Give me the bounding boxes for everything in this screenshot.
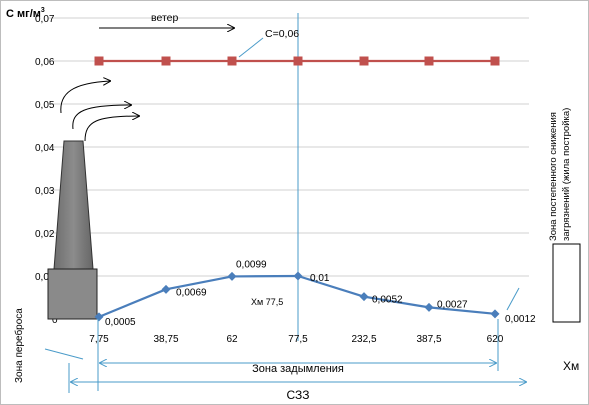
xm-marker-label: Хм 77,5 [251,297,283,307]
data-point-diamond [490,309,500,319]
zone-decrease-label-2: загрязнений (жила постройка) [561,108,572,241]
x-tick-label: 620 [487,334,504,345]
data-point-square [359,56,369,66]
y-tick-label: 0,03 [35,186,55,197]
data-point-diamond [94,312,104,322]
data-point-square [293,56,303,66]
zone-decrease-label-1: Зона постепенного снижения [548,112,559,241]
smokestack-icon [47,140,98,320]
x-tick-label: 62 [226,334,238,345]
y-tick-label: 0,05 [35,100,55,111]
y-tick-label: 0,07 [35,14,55,25]
data-label: 0,0052 [372,295,403,306]
wind-label: ветер [151,12,178,24]
data-label: 0,0069 [176,287,207,298]
data-point-square [424,56,434,66]
y-axis-title: С мг/м3 [6,7,45,20]
series-group: 0,0005 0,0069 0,0099 0,01 0,0052 0,0027 0,0012 [94,56,536,328]
zone-decrease-pointer [506,287,520,311]
data-label: 0,0099 [236,259,267,270]
sanitary-zone-label: СЗЗ [286,388,309,402]
data-point-square [227,56,237,66]
data-label: 0,0005 [105,317,136,328]
smoke-zone-label: Зона задымления [252,363,344,375]
c-callout-line [238,37,264,58]
data-label: 0,0012 [505,314,536,325]
x-axis-ticks: 7,75 38,75 62 77,5 232,5 387,5 620 [89,334,504,345]
data-label: 0,0027 [437,299,468,310]
y-tick-label: 0,04 [35,143,55,154]
data-point-diamond [293,271,303,281]
y-tick-label: 0,02 [35,229,55,240]
x-tick-label: 7,75 [89,334,109,345]
y-tick-label: 0,06 [35,57,55,68]
x-tick-label: 232,5 [351,334,376,345]
data-point-diamond [227,271,237,281]
x-axis-title: Хм [563,359,579,373]
data-point-square [94,56,104,66]
data-point-diamond [424,302,434,312]
residential-building-box [552,243,581,323]
data-point-square [161,56,171,66]
series-line [98,274,496,318]
c-callout-label: C=0,06 [265,28,299,40]
x-tick-label: 77,5 [288,334,308,345]
x-tick-label: 387,5 [416,334,441,345]
y-tick-label: 0 [52,315,58,326]
data-point-square [490,56,500,66]
y-tick-label: 0,01 [35,272,55,283]
zone-transfer-pointer [44,348,84,360]
y-axis-ticks: 0 0,01 0,02 0,03 0,04 0,05 0,06 0,07 [35,14,58,326]
gridlines [49,17,529,277]
data-label: 0,01 [310,273,330,284]
x-tick-label: 38,75 [153,334,178,345]
smoke-icon [60,81,139,142]
data-point-diamond [161,284,171,294]
zone-transfer-label: Зона переброса [13,308,25,383]
data-point-diamond [359,292,369,302]
